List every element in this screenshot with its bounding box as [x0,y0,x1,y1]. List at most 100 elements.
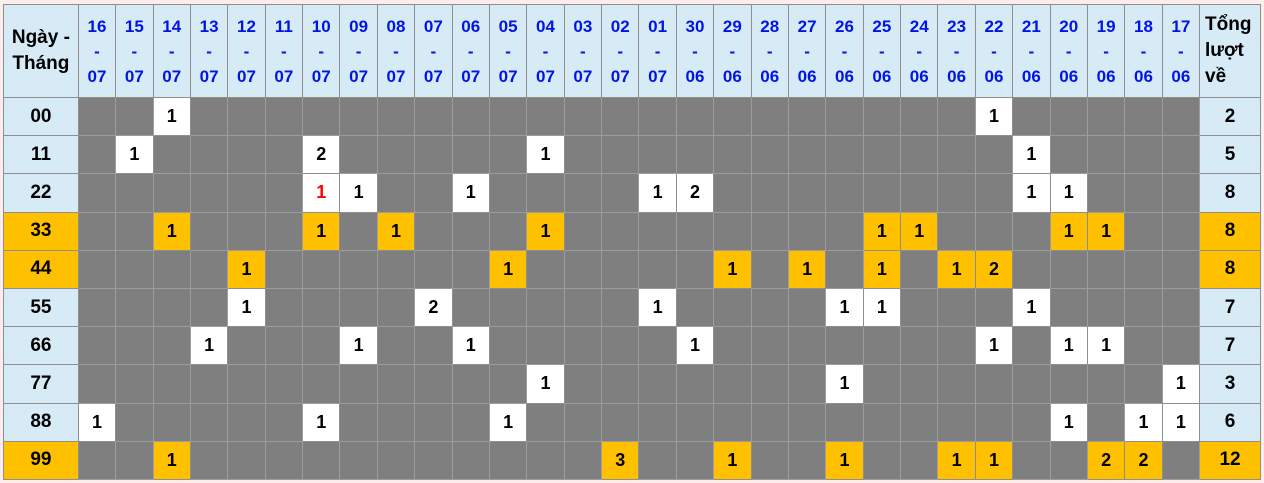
cell-11-27-06 [787,135,827,175]
cell-66-26-06 [825,326,864,366]
cell-99-15-07 [115,440,154,481]
date-day: 22 [984,16,1004,36]
date-month: 07 [610,66,630,86]
cell-99-26-06: 1 [825,440,864,481]
row-total-00: 2 [1199,96,1261,137]
cell-66-21-06 [1012,326,1051,366]
cell-44-07-07 [414,249,453,289]
cell-66-14-07 [152,326,191,366]
date-separator: - [393,41,399,61]
cell-55-09-07 [339,287,378,328]
cell-55-13-07 [189,287,229,328]
date-separator: - [243,41,250,61]
date-day: 13 [199,16,219,36]
cell-77-24-06 [900,364,939,404]
cell-66-24-06 [900,326,939,366]
cell-88-29-06 [713,402,752,442]
cell-00-17-06 [1161,96,1201,137]
cell-44-19-06 [1086,249,1126,289]
cell-00-28-06 [750,96,789,137]
date-day: 23 [947,16,967,36]
cell-22-07-07 [414,173,453,213]
cell-88-12-07 [227,402,266,442]
date-day: 30 [685,16,705,36]
date-day: 10 [311,16,331,36]
cell-22-10-07: 1 [302,173,341,213]
cell-88-19-06 [1086,402,1126,442]
cell-00-08-07 [376,96,416,137]
cell-55-04-07 [526,287,565,328]
cell-77-08-07 [376,364,416,404]
col-header-24-06: 24 - 06 [900,4,939,98]
date-separator: - [168,41,175,61]
cell-77-26-06: 1 [825,364,864,404]
row-total-55: 7 [1199,287,1261,328]
cell-66-12-07 [227,326,266,366]
cell-22-17-06 [1161,173,1201,213]
cell-99-12-07 [227,440,266,481]
cell-44-06-07 [451,249,490,289]
table-row-33: 33 1 1 1 1 1 1 1 1 8 [3,211,1261,251]
cell-33-04-07: 1 [526,211,565,251]
cell-11-30-06 [675,135,715,175]
cell-77-13-07 [189,364,229,404]
date-day: 09 [349,16,369,36]
col-header-26-06: 26 - 06 [825,4,864,98]
table-row-11: 11 1 2 1 1 5 [3,135,1261,175]
cell-33-26-06 [825,211,864,251]
cell-88-11-07 [264,402,304,442]
cell-99-14-07: 1 [152,440,191,481]
cell-88-07-07 [414,402,453,442]
cell-11-15-07: 1 [115,135,154,175]
cell-00-05-07 [488,96,528,137]
cell-88-01-07 [638,402,677,442]
row-total-33: 8 [1199,211,1261,251]
date-month: 07 [349,66,369,86]
cell-77-25-06 [862,364,902,404]
cell-66-18-06 [1124,326,1163,366]
cell-33-22-06 [974,211,1014,251]
row-total-66: 7 [1199,326,1261,366]
cell-66-28-06 [750,326,789,366]
row-label-66: 66 [3,326,79,366]
cell-22-28-06 [750,173,789,213]
cell-00-14-07: 1 [152,96,191,137]
cell-55-11-07 [264,287,304,328]
date-day: 26 [834,16,854,36]
col-header-03-07: 03 - 07 [563,4,603,98]
cell-88-22-06 [974,402,1014,442]
cell-88-18-06: 1 [1124,402,1163,442]
cell-55-24-06 [900,287,939,328]
row-label-55: 55 [3,287,79,328]
cell-11-03-07 [563,135,603,175]
date-month: 06 [1171,66,1191,86]
cell-11-11-07 [264,135,304,175]
cell-66-20-06: 1 [1049,326,1088,366]
date-month: 07 [461,66,481,86]
header-row: Ngày - Tháng 16-07 15-07 14-07 13-07 12-07 11-0… [3,4,1261,98]
cell-11-05-07 [488,135,528,175]
date-day: 03 [573,16,593,36]
cell-22-11-07 [264,173,304,213]
cell-11-01-07 [638,135,677,175]
cell-55-22-06 [974,287,1014,328]
cell-00-29-06 [713,96,752,137]
date-month: 07 [573,66,593,86]
date-day: 18 [1133,16,1153,36]
cell-55-19-06 [1086,287,1126,328]
cell-44-05-07: 1 [488,249,528,289]
cell-55-30-06 [675,287,715,328]
cell-44-27-06: 1 [787,249,827,289]
cell-55-18-06 [1124,287,1163,328]
row-total-99: 12 [1199,440,1261,481]
cell-88-02-07 [601,402,640,442]
row-label-22: 22 [3,173,79,213]
date-month: 07 [386,66,406,86]
cell-99-13-07 [189,440,229,481]
cell-66-16-07 [77,326,117,366]
cell-33-19-06: 1 [1086,211,1126,251]
cell-11-22-06 [974,135,1014,175]
date-day: 29 [722,16,742,36]
cell-44-02-07 [601,249,640,289]
cell-44-21-06 [1012,249,1051,289]
